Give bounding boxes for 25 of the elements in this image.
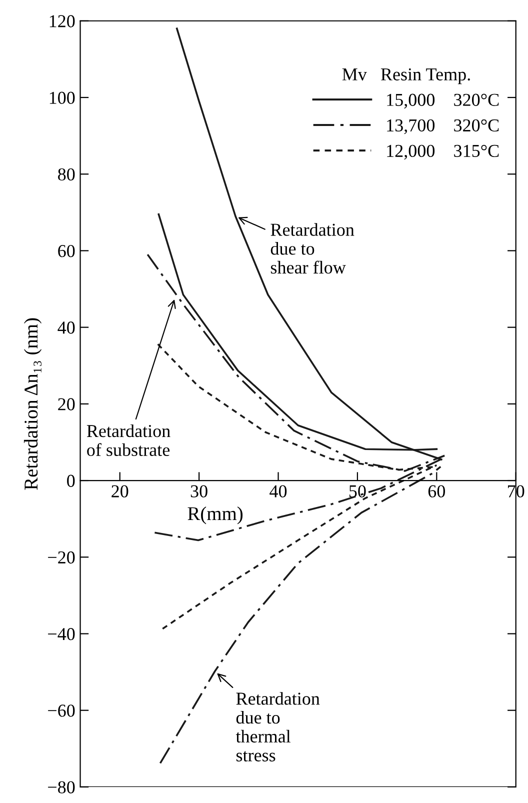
- x-tick-label: 30: [190, 485, 208, 498]
- y-tick-label: 60: [58, 244, 75, 258]
- legend-label: 13,700 320°C: [387, 119, 499, 134]
- y-tick-label: 0: [67, 474, 75, 487]
- y-tick-label: 80: [58, 168, 75, 181]
- annotation: Retardation due to thermal stress: [236, 692, 320, 762]
- y-tick-label: 100: [50, 92, 75, 104]
- annotation: Retardation of substrate: [86, 424, 170, 456]
- legend-label: 12,000 315°C: [387, 144, 499, 160]
- annotation: Retardation due to shear flow: [270, 223, 354, 274]
- y-axis-title: Retardation Δn₁₃ (nm): [24, 318, 42, 490]
- x-axis-title: R(mm): [188, 506, 243, 524]
- x-tick-label: 50: [349, 485, 366, 498]
- y-tick-label: −80: [48, 781, 75, 794]
- x-tick-label: 60: [428, 485, 445, 498]
- y-tick-label: −40: [48, 628, 75, 640]
- y-tick-label: −20: [48, 551, 75, 564]
- y-tick-label: 20: [58, 398, 75, 410]
- x-tick-label: 40: [270, 485, 287, 498]
- legend-title: Mv Resin Temp.: [342, 68, 470, 84]
- y-tick-label: 40: [58, 322, 75, 334]
- y-tick-label: −60: [48, 704, 75, 717]
- y-tick-label: 120: [50, 15, 75, 28]
- x-tick-label: 20: [112, 485, 128, 498]
- legend-label: 15,000 320°C: [387, 94, 499, 109]
